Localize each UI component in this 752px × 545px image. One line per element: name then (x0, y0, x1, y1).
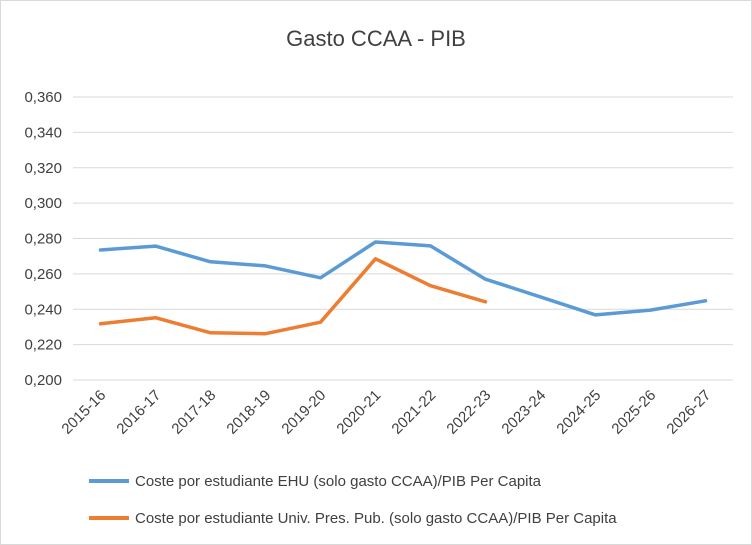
x-tick-label: 2024-25 (553, 387, 604, 438)
x-axis-ticks: 2015-16 2016-17 2017-18 2018-19 2019-20 2020-… (58, 387, 714, 438)
y-tick-label: 0,320 (24, 160, 62, 177)
y-tick-label: 0,300 (24, 195, 62, 212)
y-tick-label: 0,240 (24, 301, 62, 318)
y-axis-ticks: 0,200 0,220 0,240 0,260 0,280 0,300 0,320 0,340… (24, 89, 62, 389)
y-tick-label: 0,340 (24, 124, 62, 141)
x-tick-label: 2023-24 (498, 387, 549, 438)
x-tick-label: 2015-16 (58, 387, 109, 438)
y-tick-label: 0,260 (24, 266, 62, 283)
legend-label: Coste por estudiante Univ. Pres. Pub. (s… (135, 510, 617, 527)
series-line-2 (98, 257, 488, 336)
y-tick-label: 0,280 (24, 231, 62, 248)
x-tick-label: 2016-17 (113, 387, 164, 438)
legend: Coste por estudiante EHU (solo gasto CCA… (89, 473, 617, 527)
series-lines (98, 240, 708, 336)
x-tick-label: 2020-21 (333, 387, 384, 438)
x-tick-label: 2017-18 (168, 387, 219, 438)
legend-label: Coste por estudiante EHU (solo gasto CCA… (135, 473, 542, 490)
x-tick-label: 2021-22 (388, 387, 439, 438)
gridlines (73, 96, 733, 381)
x-tick-label: 2019-20 (278, 387, 329, 438)
x-tick-label: 2026-27 (663, 387, 714, 438)
x-tick-label: 2018-19 (223, 387, 274, 438)
y-tick-label: 0,360 (24, 89, 62, 106)
series-line-1 (98, 240, 708, 317)
x-tick-label: 2022-23 (443, 387, 494, 438)
x-tick-label: 2025-26 (608, 387, 659, 438)
chart-title: Gasto CCAA - PIB (286, 26, 466, 51)
y-tick-label: 0,200 (24, 372, 62, 389)
y-tick-label: 0,220 (24, 337, 62, 354)
